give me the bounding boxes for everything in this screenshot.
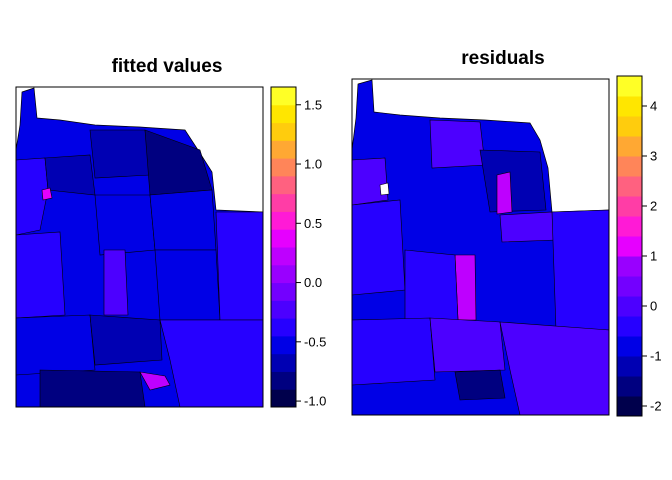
legend-color-bin — [617, 276, 642, 297]
legend-tick-label: -1 — [650, 349, 662, 364]
residuals-panel: residuals -2 -1 0 1 2 3 4 — [351, 48, 662, 417]
legend-color-bin — [271, 175, 296, 195]
map-county — [139, 371, 171, 391]
legend-color-bin — [271, 104, 296, 124]
legend-tick-label: 1 — [650, 249, 657, 264]
residuals-map — [352, 79, 609, 415]
legend-color-bin — [271, 193, 296, 212]
legend-color-bin — [271, 211, 296, 230]
map-county — [499, 321, 609, 415]
legend-color-bin — [617, 296, 642, 317]
map-county — [16, 314, 96, 376]
fitted-values-map — [16, 87, 263, 407]
map-county — [429, 119, 486, 169]
map-county — [479, 149, 547, 213]
map-county — [16, 231, 66, 319]
residuals-title: residuals — [461, 48, 544, 69]
legend-color-bin — [617, 196, 642, 217]
map-county — [429, 317, 506, 373]
fitted-values-panel: fitted values -1.0 -0.5 0.0 0.5 1.0 1.5 — [15, 56, 326, 409]
map-county — [404, 249, 459, 323]
map-county — [496, 171, 513, 215]
map-county — [44, 154, 96, 196]
legend-tick-label: 0 — [650, 299, 657, 314]
legend-color-bin — [617, 156, 642, 177]
legend-color-bin — [271, 282, 296, 301]
legend-color-bin — [617, 116, 642, 137]
map-county — [352, 199, 406, 296]
legend-color-bin — [617, 216, 642, 237]
legend-color-bin — [271, 353, 296, 372]
legend-tick-label: 2 — [650, 199, 657, 214]
legend-tick-label: -1.0 — [304, 394, 326, 409]
legend-color-bin — [617, 376, 642, 397]
legend-tick-label: 1.0 — [304, 157, 322, 172]
legend-color-bin — [617, 96, 642, 117]
map-county — [94, 194, 156, 256]
legend-color-bin — [271, 371, 296, 390]
legend-color-bin — [271, 247, 296, 266]
residuals-plot-frame — [351, 78, 610, 416]
legend-color-bin — [617, 336, 642, 357]
fitted-values-legend: -1.0 -0.5 0.0 0.5 1.0 1.5 — [270, 86, 326, 409]
legend-color-bin — [271, 229, 296, 248]
legend-color-bin — [271, 140, 296, 159]
legend-color-bin — [271, 158, 296, 177]
map-county — [159, 319, 263, 407]
legend-color-bin — [271, 335, 296, 355]
legend-frame — [270, 86, 297, 408]
legend-color-bin — [617, 316, 642, 337]
map-county — [149, 189, 217, 251]
legend-color-bin — [617, 256, 642, 277]
map-county — [154, 249, 221, 321]
legend-tick-label: 4 — [650, 99, 657, 114]
legend-color-bin — [617, 176, 642, 197]
map-county — [89, 129, 151, 179]
legend-color-bin — [617, 396, 642, 417]
legend-tick-label: -2 — [650, 399, 662, 414]
legend-color-bin — [271, 300, 296, 319]
legend-color-bin — [271, 318, 296, 337]
map-county — [16, 157, 49, 236]
map-county — [551, 209, 609, 331]
legend-color-bin — [617, 136, 642, 157]
map-county — [39, 369, 146, 407]
legend-tick-label: 1.5 — [304, 97, 322, 112]
map-county — [89, 314, 163, 366]
legend-tick-label: -0.5 — [304, 334, 326, 349]
map-county — [352, 157, 389, 206]
map-county — [454, 369, 506, 401]
map-county — [454, 254, 477, 321]
map-county — [103, 249, 129, 316]
legend-color-bin — [617, 356, 642, 377]
legend-tick-label: 0.5 — [304, 216, 322, 231]
map-county — [41, 187, 53, 201]
legend-color-bin — [617, 76, 642, 97]
legend-tick-label: 0.0 — [304, 275, 322, 290]
map-county — [499, 211, 557, 243]
legend-color-bin — [271, 264, 296, 284]
legend-color-bin — [617, 236, 642, 257]
fitted-values-plot-frame — [15, 86, 264, 408]
legend-color-bin — [271, 122, 296, 141]
legend-frame — [616, 75, 643, 417]
legend-tick-label: 3 — [650, 149, 657, 164]
map-county — [379, 182, 390, 196]
legend-color-bin — [271, 87, 296, 106]
legend-color-bin — [271, 389, 296, 408]
fitted-values-title: fitted values — [112, 56, 223, 77]
map-county — [215, 211, 263, 321]
residuals-legend: -2 -1 0 1 2 3 4 — [616, 75, 662, 417]
map-county — [352, 317, 436, 386]
